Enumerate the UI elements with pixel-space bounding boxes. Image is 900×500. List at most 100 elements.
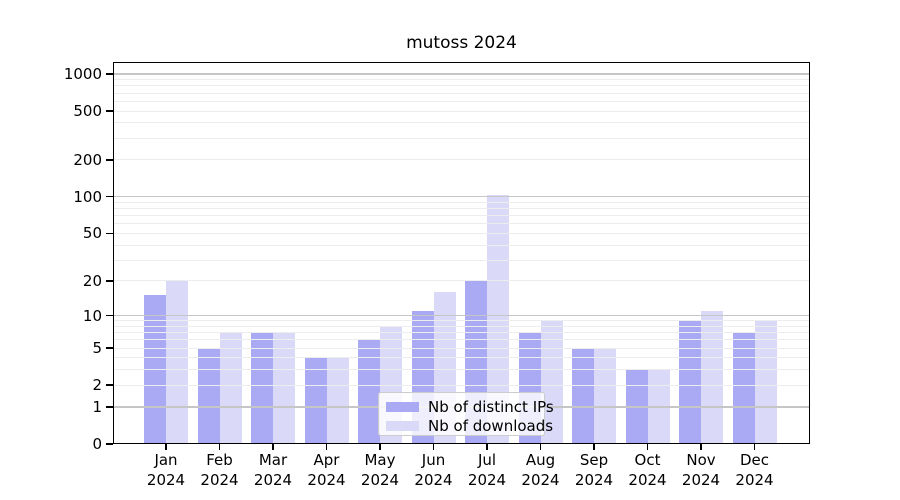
- y-tick-label: 100: [73, 187, 102, 206]
- y-tick-label: 20: [82, 271, 102, 290]
- x-tick-label-month: May: [364, 451, 396, 469]
- gridline-minor: [113, 339, 810, 341]
- x-tick: [432, 444, 435, 450]
- gridline-minor: [113, 384, 810, 386]
- x-tick-label-month: Sep: [579, 451, 609, 469]
- x-tick: [379, 444, 381, 450]
- x-tick-label: Feb 2024: [178, 451, 262, 490]
- bar-dec-downloads: [754, 320, 777, 444]
- bar-apr-downloads: [326, 357, 349, 444]
- bar-sep-distinct-ips: [572, 348, 594, 444]
- gridline-major: [113, 196, 810, 198]
- x-tick-label: May 2024: [338, 451, 422, 490]
- gridline-minor: [113, 244, 810, 246]
- bar-aug-downloads: [540, 320, 563, 444]
- bar-mar-downloads: [273, 332, 295, 444]
- y-tick-label: 50: [82, 224, 102, 243]
- x-tick-label-month: Dec: [739, 451, 770, 469]
- gridline-minor: [113, 259, 810, 261]
- x-tick-label-year: 2024: [253, 470, 293, 489]
- bar-jul-downloads: [487, 194, 509, 444]
- legend-swatch-downloads: [386, 420, 419, 431]
- x-tick-label-month: Jun: [421, 451, 446, 469]
- gridline-minor: [113, 137, 810, 139]
- bar-sep-downloads: [594, 348, 616, 444]
- gridline-minor: [113, 215, 810, 217]
- x-tick-label-month: Aug: [525, 451, 556, 469]
- chart-title: mutoss 2024: [406, 33, 517, 53]
- x-tick-label-month: Nov: [686, 451, 716, 469]
- gridline-minor: [113, 85, 810, 87]
- gridline-minor: [113, 92, 810, 94]
- x-tick-label: Dec 2024: [713, 451, 797, 490]
- x-tick-label-year: 2024: [574, 470, 614, 489]
- grid-layer: [113, 62, 810, 444]
- gridline-major: [113, 73, 810, 75]
- gridline-minor: [113, 208, 810, 210]
- y-tick: [106, 280, 113, 282]
- x-tick: [165, 444, 167, 450]
- x-tick-label: Nov 2024: [659, 451, 743, 490]
- x-tick-label-year: 2024: [681, 470, 721, 489]
- x-tick: [753, 444, 756, 450]
- x-tick-label-month: Oct: [634, 451, 661, 469]
- x-tick-label-month: Jul: [477, 451, 497, 469]
- y-tick: [106, 159, 113, 161]
- y-tick: [106, 443, 113, 445]
- bar-feb-downloads: [219, 332, 242, 444]
- x-tick: [325, 444, 328, 450]
- y-tick-label: 5: [92, 339, 102, 358]
- y-tick: [106, 406, 113, 408]
- y-tick: [106, 384, 113, 386]
- gridline-minor: [113, 332, 810, 334]
- gridline-minor: [113, 159, 810, 161]
- bar-mar-distinct-ips: [251, 332, 273, 444]
- y-tick-label: 2: [92, 376, 102, 395]
- y-tick-label: 0: [92, 435, 102, 453]
- x-tick: [593, 444, 595, 450]
- x-tick: [539, 444, 542, 450]
- x-tick-label: Jul 2024: [445, 451, 529, 490]
- y-tick: [106, 232, 113, 235]
- x-tick-label-year: 2024: [628, 470, 667, 489]
- x-tick-label-year: 2024: [200, 470, 239, 489]
- gridline-minor: [113, 223, 810, 225]
- x-tick-label-month: Feb: [206, 451, 233, 469]
- gridline-minor: [113, 100, 810, 102]
- y-tick-label: 10: [82, 306, 102, 325]
- y-tick-label: 200: [73, 150, 102, 169]
- y-tick-label: 1: [92, 397, 102, 416]
- y-tick: [106, 196, 113, 198]
- gridline-minor: [113, 79, 810, 81]
- y-tick: [106, 73, 113, 75]
- bar-nov-downloads: [701, 310, 723, 444]
- x-tick-label-year: 2024: [360, 470, 400, 489]
- x-tick-label-year: 2024: [414, 470, 453, 489]
- y-tick-label: 1000: [63, 64, 102, 83]
- bar-apr-distinct-ips: [304, 357, 327, 444]
- x-tick-label-year: 2024: [521, 470, 560, 489]
- bar-jan-downloads: [166, 280, 188, 444]
- x-tick-label-month: Mar: [258, 451, 288, 469]
- x-tick: [486, 444, 488, 450]
- x-tick: [700, 444, 702, 450]
- x-tick-label: Aug 2024: [499, 451, 583, 490]
- x-tick-label: Jan 2024: [124, 451, 208, 490]
- gridline-minor: [113, 369, 810, 371]
- y-tick: [106, 314, 113, 317]
- legend-label-distinct-ips: Nb of distinct IPs: [428, 397, 554, 416]
- x-tick-label: Oct 2024: [606, 451, 690, 490]
- x-tick-label-year: 2024: [307, 470, 346, 489]
- x-tick: [218, 444, 221, 450]
- gridline-minor: [113, 325, 810, 327]
- x-tick-label: Sep 2024: [552, 451, 636, 490]
- gridline-minor: [113, 110, 810, 112]
- legend-item-downloads: Nb of downloads: [386, 416, 553, 435]
- gridline-minor: [113, 347, 810, 349]
- x-tick: [646, 444, 649, 450]
- x-tick-label: Apr 2024: [285, 451, 369, 490]
- y-tick-label: 500: [73, 102, 102, 121]
- legend: Nb of distinct IPs Nb of downloads: [378, 392, 554, 436]
- legend-label-downloads: Nb of downloads: [428, 416, 554, 435]
- gridline-minor: [113, 357, 810, 359]
